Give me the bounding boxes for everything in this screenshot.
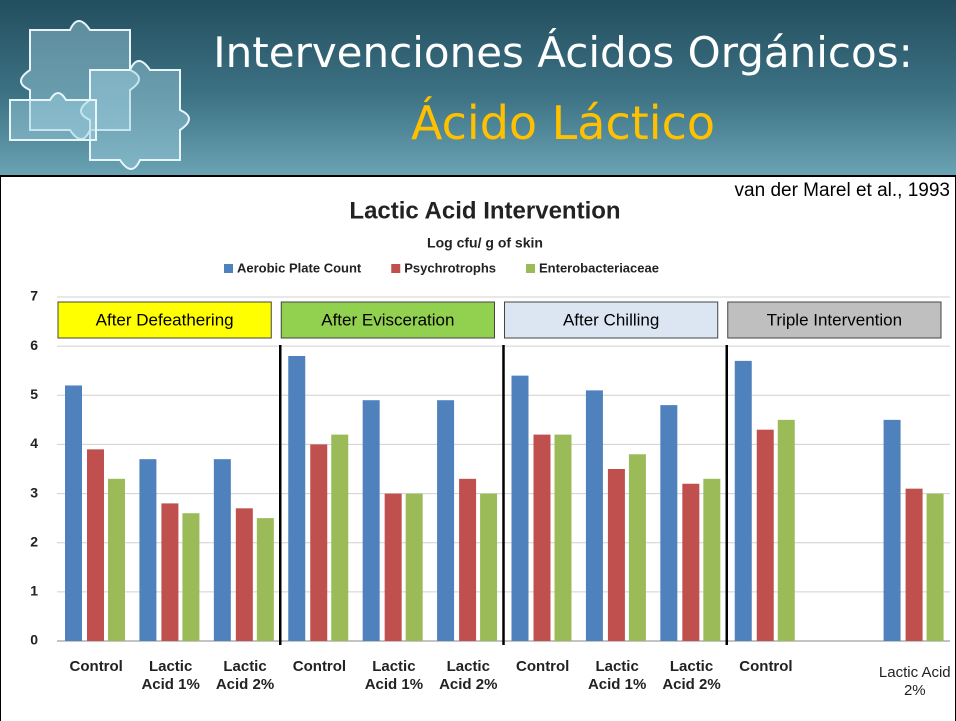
bar bbox=[459, 478, 477, 641]
y-tick-label: 5 bbox=[30, 386, 38, 402]
y-tick-label: 4 bbox=[30, 435, 38, 451]
bar bbox=[554, 434, 572, 641]
bar bbox=[213, 459, 231, 641]
bar bbox=[585, 390, 603, 641]
bar bbox=[139, 459, 157, 641]
bar bbox=[660, 405, 678, 641]
y-tick-label: 2 bbox=[30, 533, 38, 549]
bar bbox=[405, 493, 423, 641]
legend-label: Enterobacteriaceae bbox=[539, 260, 659, 275]
bar bbox=[777, 419, 795, 641]
bar bbox=[256, 518, 274, 641]
legend-label: Aerobic Plate Count bbox=[237, 260, 362, 275]
y-tick-label: 6 bbox=[30, 337, 38, 353]
title-line: Intervenciones Ácidos Orgánicos: bbox=[213, 28, 913, 77]
section-box bbox=[57, 301, 272, 339]
x-tick-label: Control bbox=[292, 658, 347, 675]
y-tick-label: 1 bbox=[30, 583, 38, 599]
bar bbox=[883, 419, 901, 641]
x-tick-label: Control bbox=[516, 658, 570, 675]
x-tick-label: Lactic Acid 2% bbox=[662, 658, 721, 693]
section-label: Triple Intervention bbox=[767, 310, 902, 329]
bar bbox=[703, 478, 721, 641]
x-tick-label: Lactic Acid 2% bbox=[215, 658, 275, 693]
y-tick-label: 7 bbox=[30, 288, 38, 304]
bar bbox=[362, 400, 380, 641]
section-box bbox=[504, 301, 719, 339]
section-box bbox=[727, 301, 942, 339]
bar bbox=[905, 488, 923, 641]
bar bbox=[235, 508, 253, 641]
x-tick-label: Lactic Acid 2% bbox=[439, 658, 498, 693]
bar bbox=[607, 469, 625, 641]
section-box bbox=[280, 301, 495, 339]
legend-swatch bbox=[391, 264, 401, 273]
x-tick-label: Control bbox=[69, 658, 123, 675]
header: Intervenciones Ácidos Orgánicos: Ácido L… bbox=[0, 0, 956, 175]
section-label: After Defeathering bbox=[96, 310, 234, 329]
puzzle-art bbox=[9, 20, 190, 170]
bar bbox=[65, 385, 82, 641]
bar bbox=[288, 355, 306, 641]
x-tick-label: Lactic Acid 1% bbox=[364, 658, 424, 693]
legend-swatch bbox=[526, 264, 535, 273]
bar bbox=[511, 375, 529, 641]
bar bbox=[437, 400, 455, 641]
bar bbox=[161, 503, 179, 641]
chart-title: Lactic Acid Intervention bbox=[349, 197, 620, 224]
legend-label: Psychrotrophs bbox=[404, 260, 496, 275]
bar bbox=[628, 454, 646, 641]
x-tick-label: Lactic Acid 1% bbox=[587, 658, 647, 693]
legend-swatch bbox=[224, 264, 233, 273]
bar bbox=[926, 493, 944, 641]
x-tick-label: Lactic Acid 1% bbox=[141, 658, 200, 693]
bar bbox=[734, 360, 752, 641]
bar bbox=[87, 449, 104, 641]
y-tick-label: 3 bbox=[30, 484, 38, 500]
chart-subtitle: Log cfu/ g of skin bbox=[427, 235, 543, 251]
bar bbox=[384, 493, 402, 641]
y-tick-label: 0 bbox=[30, 632, 38, 648]
section-label: After Evisceration bbox=[321, 310, 454, 329]
bar bbox=[756, 429, 774, 641]
x-tick-label: Lactic Acid 2% bbox=[878, 664, 951, 699]
bar bbox=[182, 513, 200, 641]
bar bbox=[108, 478, 125, 641]
bar bbox=[533, 434, 551, 641]
title-line: Ácido Láctico bbox=[410, 96, 716, 150]
bar bbox=[331, 434, 349, 641]
bar bbox=[480, 493, 498, 641]
bar bbox=[682, 483, 700, 641]
x-tick-label: Control bbox=[739, 658, 793, 675]
bar bbox=[310, 444, 328, 641]
citation: van der Marel et al., 1993 bbox=[734, 180, 950, 201]
section-label: After Chilling bbox=[563, 310, 659, 329]
